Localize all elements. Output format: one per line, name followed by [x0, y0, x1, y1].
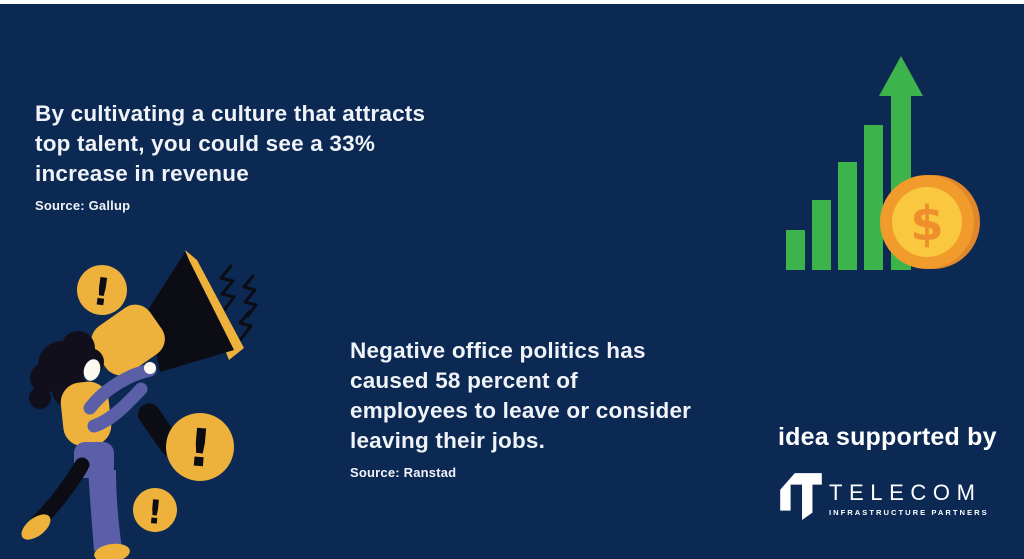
svg-text:!: ! — [90, 269, 113, 315]
warning-icon: ! — [166, 413, 234, 481]
person-front-shoe — [94, 543, 130, 559]
growth-chart-icon: $ — [786, 56, 980, 270]
sound-wave-squiggles — [219, 264, 258, 341]
stat-text-line: caused 58 percent of — [350, 368, 578, 393]
stat-text-line: By cultivating a culture that attracts — [35, 101, 426, 126]
stat-source-label: Source: Gallup — [35, 198, 131, 213]
person-front-leg — [88, 468, 122, 551]
stat-text-line: top talent, you could see a 33% — [35, 131, 376, 156]
stat-block-office-politics: Negative office politics has caused 58 p… — [350, 336, 691, 480]
warning-icon: ! — [77, 265, 127, 315]
megaphone-person-illustration: ! ! ! — [21, 250, 258, 559]
person-figure — [21, 331, 157, 559]
logo-text-column: TELECOM INFRASTRUCTURE PARTNERS — [829, 469, 989, 518]
telecom-logo: TELECOM INFRASTRUCTURE PARTNERS — [778, 469, 997, 521]
megaphone-icon — [91, 250, 244, 457]
svg-text:!: ! — [146, 492, 164, 532]
sponsor-lead-in: idea supported by — [778, 423, 997, 451]
telecom-logo-mark-icon — [780, 473, 822, 520]
dollar-coin-icon: $ — [880, 175, 980, 269]
sponsor-block: idea supported by TELECOM INFRASTRUCTURE… — [778, 423, 997, 521]
person-back-shoe — [21, 514, 51, 540]
brand-subtitle: INFRASTRUCTURE PARTNERS — [829, 508, 989, 517]
stat-text-line: employees to leave or consider — [350, 398, 692, 423]
stat-text-line: leaving their jobs. — [350, 428, 546, 453]
top-border-strip — [0, 0, 1024, 4]
stat-text-line: Negative office politics has — [350, 338, 646, 363]
bar-chart-bars — [786, 125, 883, 270]
person-arm — [87, 382, 148, 433]
person-hand — [144, 362, 156, 374]
person-hair — [29, 331, 104, 409]
person-face — [83, 359, 101, 381]
svg-text:!: ! — [185, 418, 214, 480]
brand-name: TELECOM — [829, 480, 982, 505]
stat-text-line: increase in revenue — [35, 161, 249, 186]
person-back-leg — [30, 457, 90, 530]
warning-icon: ! — [133, 488, 177, 532]
dollar-sign: $ — [910, 196, 943, 252]
stat-source-label: Source: Ranstad — [350, 465, 457, 480]
stat-block-revenue: By cultivating a culture that attracts t… — [35, 99, 425, 213]
